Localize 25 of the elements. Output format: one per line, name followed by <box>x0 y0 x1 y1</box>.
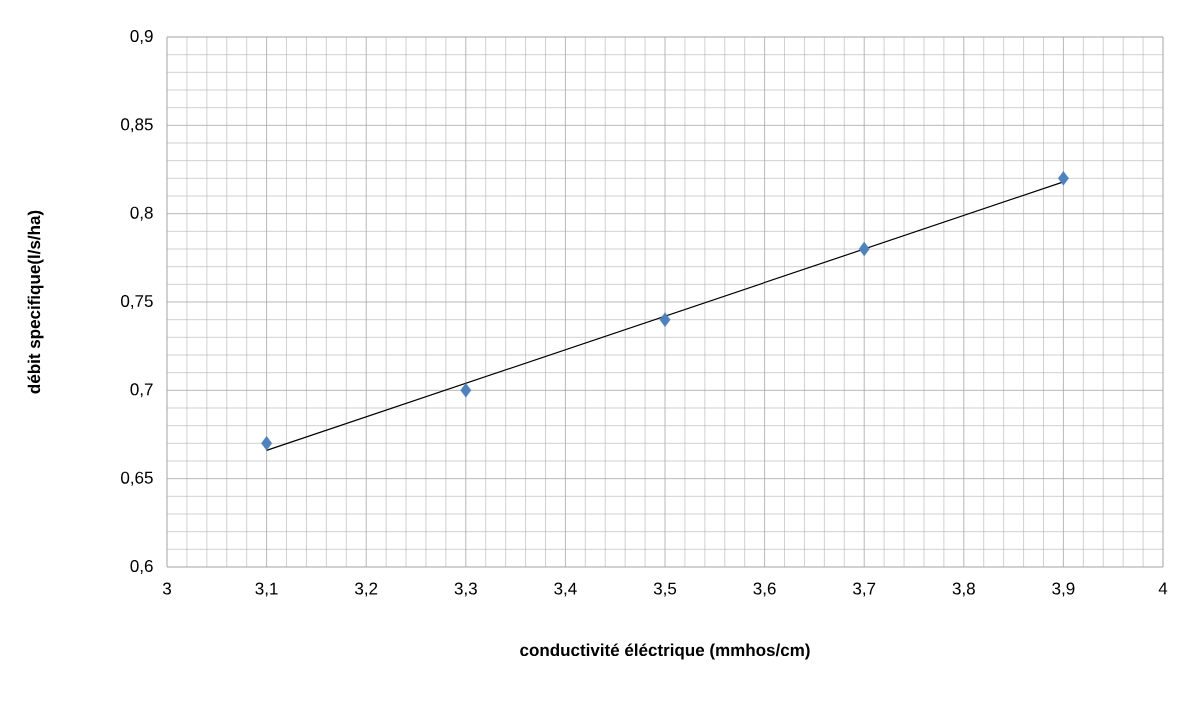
y-tick-label: 0,8 <box>130 206 153 221</box>
y-tick-label: 0,7 <box>130 383 153 398</box>
x-tick-label: 3,6 <box>753 582 776 597</box>
y-axis-title: débit specifique(l/s/ha) <box>27 210 44 394</box>
point <box>261 436 273 451</box>
point <box>858 241 870 257</box>
x-tick-label: 3,2 <box>355 582 378 597</box>
y-tick-label: 0,65 <box>121 471 153 486</box>
x-tick-label: 3,7 <box>853 582 876 597</box>
x-tick-label: 4 <box>1158 582 1168 595</box>
y-tick-label: 0,85 <box>121 118 153 133</box>
x-tick-label: 3,3 <box>454 582 477 597</box>
y-tick-label: 0,9 <box>130 29 153 45</box>
point <box>1057 171 1069 186</box>
y-tick-label: 0,75 <box>121 294 153 310</box>
x-tick-label: 3,9 <box>1052 582 1075 597</box>
x-tick-label: 3,8 <box>952 582 975 597</box>
x-tick-label: 3 <box>162 582 171 595</box>
x-tick-label: 3,5 <box>653 582 677 597</box>
x-tick-label: 3,1 <box>255 582 278 597</box>
point <box>659 312 671 327</box>
y-tick-label: 0,6 <box>130 559 153 575</box>
point <box>460 383 472 398</box>
x-axis-title: conductivité éléctrique (mmhos/cm) <box>520 643 810 660</box>
x-tick-label: 3,4 <box>554 582 577 597</box>
